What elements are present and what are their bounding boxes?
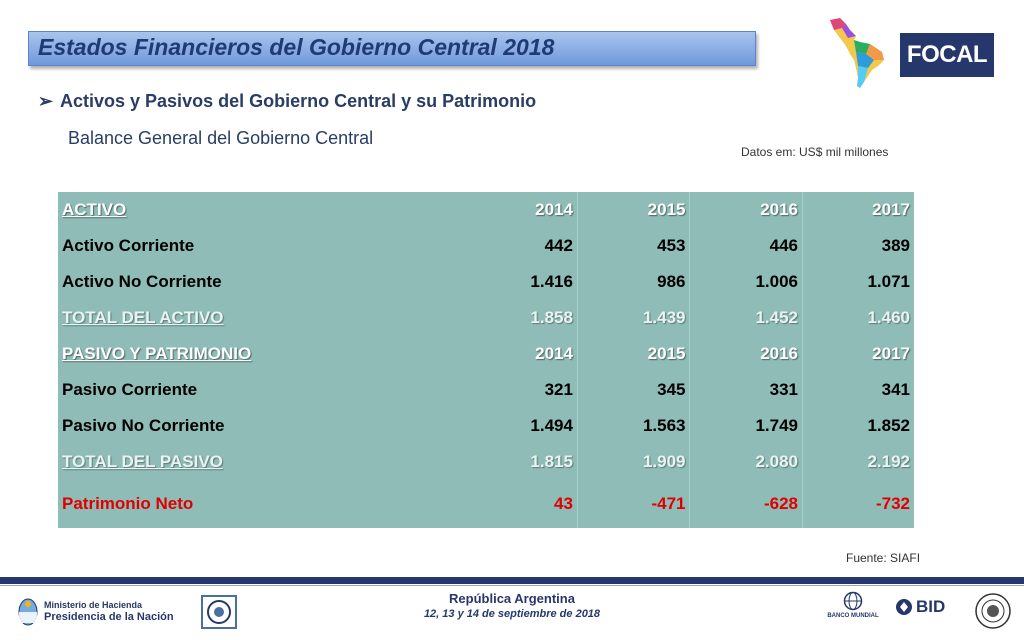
globe-icon (843, 591, 863, 611)
cell-value: 345 (576, 372, 690, 408)
cell-value: -628 (689, 480, 803, 528)
cell-value: 2017 (802, 336, 914, 372)
cell-value: 43 (554, 494, 573, 513)
row-label: Activo No Corriente (62, 272, 222, 291)
units-note: Datos em: US$ mil millones (741, 145, 889, 159)
section-heading: ➢ Activos y Pasivos del Gobierno Central … (38, 91, 536, 112)
source-note: Fuente: SIAFI (846, 551, 921, 565)
table-row: Activo No Corriente 1.416 986 1.006 1.071 (58, 264, 914, 300)
row-label: Activo Corriente (62, 236, 195, 255)
cell-value: 1.439 (576, 300, 690, 336)
cell-value: 1.852 (802, 408, 914, 444)
ministry-line1: Ministerio de Hacienda (44, 600, 143, 610)
latin-america-map-icon (830, 18, 884, 88)
cell-value: 2.192 (802, 444, 914, 480)
cell-value: 1.452 (689, 300, 803, 336)
cell-value: 1.006 (689, 264, 803, 300)
cell-value: 1.749 (689, 408, 803, 444)
cell-value: 331 (689, 372, 803, 408)
cell-value: 2017 (802, 192, 914, 228)
ministry-logo: Ministerio de Hacienda Presidencia de la… (16, 597, 186, 629)
cell-value: -471 (576, 480, 690, 528)
page-title: Estados Financieros del Gobierno Central… (38, 34, 555, 60)
bid-logo: BID (895, 596, 955, 624)
cell-value: 2016 (689, 336, 803, 372)
table-subtitle: Balance General del Gobierno Central (68, 128, 374, 148)
seal-icon (201, 595, 237, 629)
table-row: Activo Corriente 442 453 446 389 (58, 228, 914, 264)
bid-label: BID (916, 597, 946, 616)
cell-value: 1.858 (530, 308, 573, 327)
cell-value: 453 (576, 228, 690, 264)
row-label: Pasivo No Corriente (62, 416, 225, 435)
footer-divider (0, 585, 1024, 586)
row-label: Patrimonio Neto (62, 494, 194, 513)
table-row: ACTIVO 2014 2015 2016 2017 (58, 192, 914, 228)
cell-value: 1.416 (530, 272, 573, 291)
worldbank-logo: BANCO MUNDIAL (826, 591, 880, 631)
footer-band (0, 577, 1024, 584)
cell-value: 2015 (576, 192, 690, 228)
table-row: PASIVO Y PATRIMONIO 2014 2015 2016 2017 (58, 336, 914, 372)
event-dates: 12, 13 y 14 de septiembre de 2018 (423, 608, 601, 620)
cell-value: -732 (802, 480, 914, 528)
table-row: TOTAL DEL PASIVO 1.815 1.909 2.080 2.192 (58, 444, 914, 480)
row-label: ACTIVO (62, 200, 127, 219)
row-label: PASIVO Y PATRIMONIO (62, 344, 252, 363)
cell-value: 1.460 (802, 300, 914, 336)
title-bar: Estados Financieros del Gobierno Central… (28, 31, 756, 66)
cell-value: 446 (689, 228, 803, 264)
section-heading-text: Activos y Pasivos del Gobierno Central y… (60, 91, 537, 111)
cell-value: 389 (802, 228, 914, 264)
cell-value: 2016 (689, 192, 803, 228)
table-row: Pasivo Corriente 321 345 331 341 (58, 372, 914, 408)
cell-value: 1.563 (576, 408, 690, 444)
table-row: TOTAL DEL ACTIVO 1.858 1.439 1.452 1.460 (58, 300, 914, 336)
row-label: TOTAL DEL ACTIVO (62, 308, 224, 327)
cell-value: 2014 (535, 344, 573, 363)
argentina-shield-icon (18, 598, 38, 626)
country-name: República Argentina (449, 591, 575, 606)
arrow-bullet-icon: ➢ (38, 91, 54, 111)
cell-value: 1.071 (802, 264, 914, 300)
cell-value: 1.815 (530, 452, 573, 471)
cell-value: 1.909 (576, 444, 690, 480)
ministry-line2: Presidencia de la Nación (44, 611, 174, 623)
cell-value: 1.494 (530, 416, 573, 435)
focal-logo: FOCAL (900, 33, 994, 77)
balance-table: ACTIVO 2014 2015 2016 2017 Activo Corriente 44… (58, 192, 914, 528)
worldbank-label: BANCO MUNDIAL (827, 613, 879, 619)
cell-value: 2014 (535, 200, 573, 219)
cell-value: 2.080 (689, 444, 803, 480)
table-row: Pasivo No Corriente 1.494 1.563 1.749 1.852 (58, 408, 914, 444)
imf-seal-icon (975, 593, 1011, 629)
bid-icon (896, 599, 912, 615)
row-label: TOTAL DEL PASIVO (62, 452, 223, 471)
cell-value: 2015 (576, 336, 690, 372)
cell-value: 986 (576, 264, 690, 300)
row-label: Pasivo Corriente (62, 380, 198, 399)
cell-value: 442 (544, 236, 573, 255)
cell-value: 341 (802, 372, 914, 408)
table-row: Patrimonio Neto 43 -471 -628 -732 (58, 480, 914, 528)
cell-value: 321 (544, 380, 573, 399)
